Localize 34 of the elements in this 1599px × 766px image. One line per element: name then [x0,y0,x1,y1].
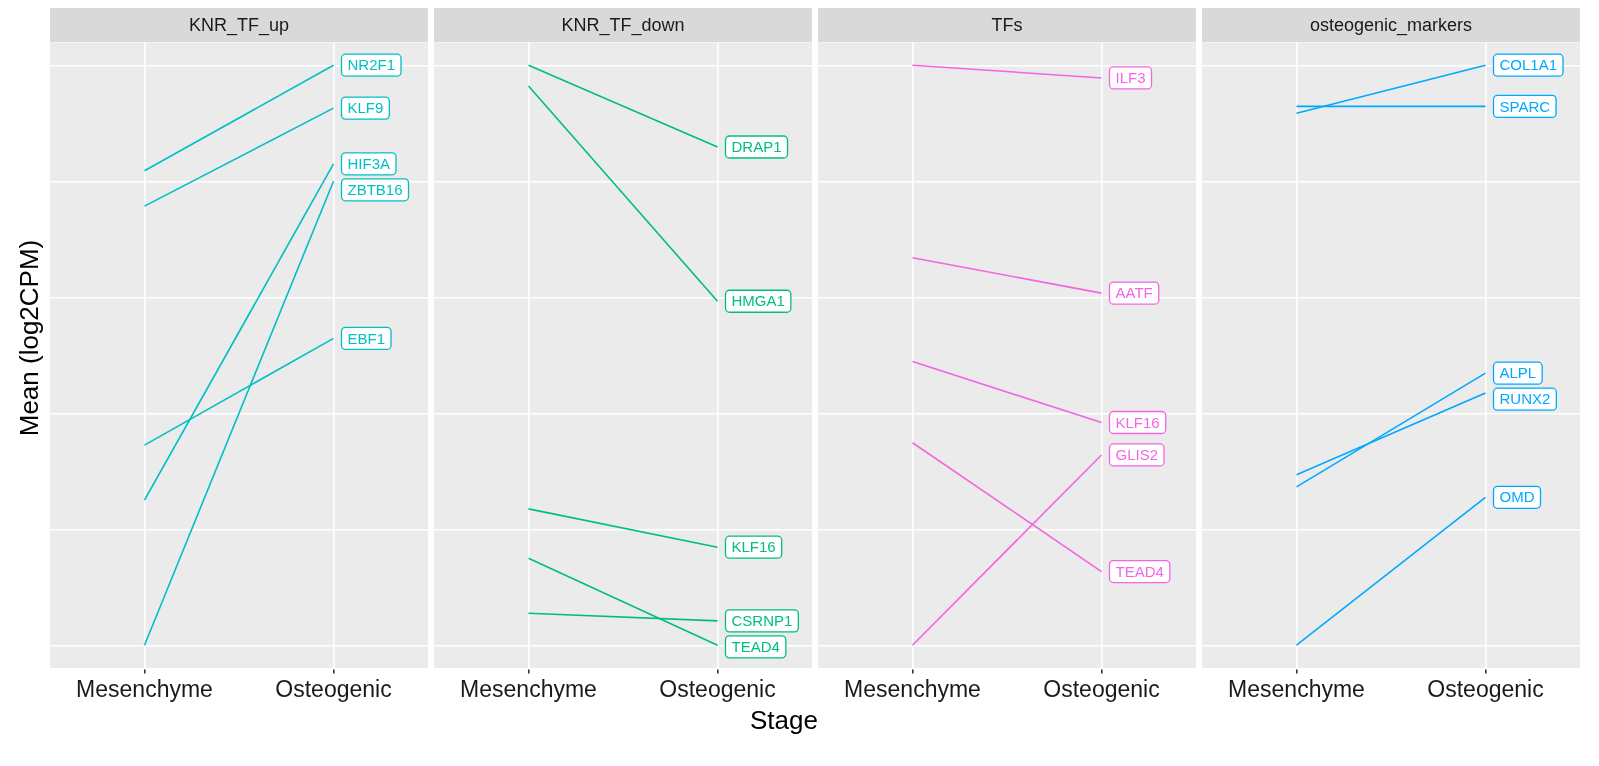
legend-label: RUNX2 [1499,390,1551,408]
series-label: KLF9 [347,99,384,117]
legend-label: GLIS2 [1115,446,1159,464]
x-tick-label: Osteogenic [275,675,392,702]
series-label: AATF [1115,284,1153,302]
y-axis-title: Mean (log2CPM) [13,239,45,437]
series-label: ALPL [1499,364,1537,382]
series-label: DRAP1 [731,138,782,156]
series-label: NR2F1 [347,56,396,74]
series-label: HMGA1 [731,292,785,310]
series-label: COL1A1 [1499,56,1558,74]
legend-label: TEAD4 [731,637,780,655]
x-tick-label: Mesenchyme [1228,675,1365,702]
x-tick-label: Mesenchyme [460,675,597,702]
series-label: KLF16 [731,538,776,556]
chart-title: TFs [818,8,1196,42]
x-tick-label: Mesenchyme [844,675,981,702]
legend-label: ZBTB16 [347,180,403,198]
series-label: TEAD4 [1115,562,1164,580]
series-label: SPARC [1499,97,1551,115]
x-tick-label: Osteogenic [1043,675,1160,702]
series-label: CSRNP1 [731,611,793,629]
x-tick-label: Osteogenic [659,675,776,702]
chart-title: osteogenic_markers [1202,8,1580,42]
x-tick-label: Mesenchyme [76,675,213,702]
series-label: ILF3 [1115,69,1146,87]
series-label: OMD [1499,488,1535,506]
series-label: EBF1 [347,329,386,347]
series-label: KLF16 [1115,413,1160,431]
x-axis-title: Stage [750,705,818,735]
series-label: HIF3A [347,154,391,172]
chart-title: KNR_TF_up [50,8,428,42]
x-tick-label: Osteogenic [1427,675,1544,702]
chart-title: KNR_TF_down [434,8,812,42]
